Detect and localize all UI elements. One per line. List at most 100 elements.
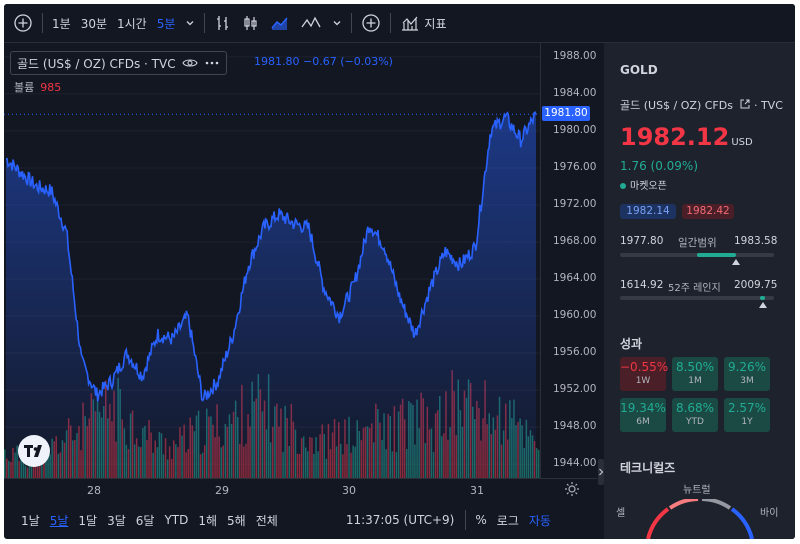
range-1m[interactable]: 1달	[78, 513, 98, 528]
interval-5m[interactable]: 5분	[156, 16, 176, 31]
ask-badge: 1982.42	[682, 204, 734, 219]
chevron-right-icon	[599, 468, 604, 476]
details-exchange-sep: ·	[753, 99, 758, 112]
symbol-legend[interactable]: 골드 (US$ / OZ) CFDs · TVC	[10, 51, 227, 75]
toolbar-divider	[390, 13, 392, 33]
performance-1w[interactable]: −0.55% 1W	[620, 357, 668, 391]
gauge-sell-label: 셀	[616, 508, 626, 519]
performance-period: YTD	[686, 417, 704, 427]
performance-ytd[interactable]: 8.68% YTD	[672, 398, 718, 432]
line-style-button[interactable]	[295, 9, 327, 37]
legend-symbol-name: 골드 (US$ / OZ) CFDs · TVC	[17, 56, 176, 71]
volume-value: 985	[40, 81, 62, 94]
candles-icon	[244, 16, 258, 30]
technicals-title: 테크니컬즈	[620, 461, 676, 475]
day-range-marker	[731, 259, 740, 265]
day-low: 1977.80	[620, 235, 664, 247]
chart-settings-button[interactable]	[564, 481, 580, 501]
price-axis[interactable]: 1988.00 1984.00 1980.00 1976.00 1972.00 1968.…	[540, 43, 598, 478]
week52-label: 52주 레인지	[668, 283, 721, 294]
chart-pane[interactable]: 골드 (US$ / OZ) CFDs · TVC 1981.80 −0.67 (…	[4, 43, 597, 500]
details-change: 1.76 (0.09%)	[620, 159, 699, 173]
range-5d[interactable]: 5날	[49, 513, 69, 528]
volume-bar	[4, 449, 6, 478]
range-1d[interactable]: 1날	[21, 513, 40, 528]
performance-period: 6M	[636, 417, 650, 427]
performance-value: 9.26%	[727, 360, 767, 374]
performance-1m[interactable]: 8.50% 1M	[672, 357, 718, 391]
price-tick: 1972.00	[553, 197, 597, 210]
status-dot	[620, 183, 626, 189]
panel-collapse-handle[interactable]	[598, 459, 604, 485]
week52-high: 2009.75	[734, 279, 778, 291]
range-all[interactable]: 전체	[255, 513, 278, 528]
performance-1y[interactable]: 2.57% 1Y	[724, 398, 770, 432]
chevron-down-icon	[186, 21, 194, 26]
details-currency: USD	[731, 137, 753, 148]
area-style-button[interactable]	[265, 9, 295, 37]
range-5y[interactable]: 5해	[227, 513, 246, 528]
bottom-divider	[465, 510, 467, 530]
volume-bar	[535, 448, 538, 478]
chart-toolbar: 1분 30분 1시간 5분 지표	[4, 4, 795, 43]
add-symbol-button[interactable]	[8, 9, 38, 37]
log-toggle[interactable]: 로그	[496, 513, 519, 528]
candle-style-button[interactable]	[237, 9, 265, 37]
performance-6m[interactable]: 19.34% 6M	[620, 398, 666, 432]
eye-icon[interactable]	[181, 57, 198, 69]
technicals-gauge[interactable]	[640, 499, 760, 539]
range-1y[interactable]: 1해	[198, 513, 218, 528]
interval-30m[interactable]: 30분	[80, 16, 107, 31]
plus-circle-icon	[362, 14, 381, 32]
performance-value: 19.34%	[620, 401, 666, 415]
details-name-row[interactable]: 골드 (US$ / OZ) CFDs · TVC	[620, 97, 783, 113]
performance-period: 1M	[688, 376, 702, 386]
indicators-label: 지표	[424, 16, 447, 31]
price-tick: 1948.00	[553, 420, 597, 433]
price-tick: 1988.00	[553, 49, 597, 62]
legend-values: 1981.80 −0.67 (−0.03%)	[254, 55, 393, 68]
market-status: 마켓오픈	[620, 177, 667, 192]
volume-legend: 볼륨 985	[14, 79, 61, 95]
week52-range-marker	[759, 302, 768, 308]
price-chart[interactable]	[4, 43, 597, 478]
price-tick: 1952.00	[553, 383, 597, 396]
performance-3m[interactable]: 9.26% 3M	[724, 357, 770, 391]
price-tick: 1968.00	[553, 234, 597, 247]
bar-style-button[interactable]	[209, 9, 237, 37]
performance-period: 3M	[740, 376, 754, 386]
performance-value: 8.50%	[675, 360, 715, 374]
details-symbol: GOLD	[620, 63, 658, 77]
range-3m[interactable]: 3달	[107, 513, 126, 528]
price-tick: 1976.00	[553, 160, 597, 173]
performance-value: 2.57%	[727, 401, 767, 415]
price-tick: 1944.00	[553, 457, 597, 470]
price-tick: 1964.00	[553, 272, 597, 284]
gear-icon	[565, 482, 579, 496]
range-ytd[interactable]: YTD	[164, 513, 189, 527]
gauge-buy-label: 바이	[760, 508, 779, 519]
time-tick: 29	[215, 484, 229, 497]
interval-dropdown[interactable]	[180, 9, 200, 37]
chart-style-dropdown[interactable]	[327, 9, 347, 37]
price-tick: 1980.00	[553, 123, 597, 136]
day-high: 1983.58	[734, 235, 778, 247]
price-tick: 1956.00	[553, 346, 597, 359]
price-tick: 1960.00	[553, 309, 597, 322]
clock[interactable]: 11:37:05 (UTC+9)	[345, 513, 455, 527]
day-range-fill	[697, 253, 736, 257]
tradingview-logo[interactable]	[18, 435, 50, 467]
performance-period: 1W	[635, 376, 651, 386]
range-6m[interactable]: 6달	[135, 513, 155, 528]
compare-button[interactable]	[356, 9, 386, 37]
percent-toggle[interactable]: %	[475, 513, 487, 527]
indicators-button[interactable]: 지표	[395, 9, 451, 37]
time-axis[interactable]: 28 29 30 31	[4, 478, 597, 501]
indicators-icon	[402, 16, 419, 31]
interval-1h[interactable]: 1시간	[117, 16, 147, 31]
gauge-neutral-label: 뉴트럴	[683, 485, 711, 496]
auto-toggle[interactable]: 자동	[528, 513, 551, 528]
more-options-icon[interactable]	[204, 57, 220, 69]
details-price: 1982.12	[620, 123, 730, 151]
interval-1m[interactable]: 1분	[52, 16, 71, 31]
